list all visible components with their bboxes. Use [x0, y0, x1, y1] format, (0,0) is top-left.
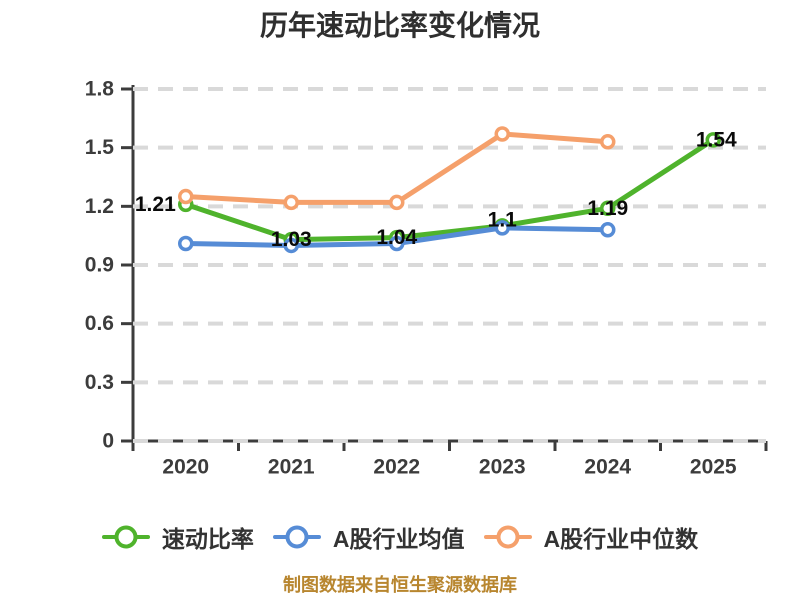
legend-item-industry-average[interactable]: A股行业均值	[272, 520, 465, 554]
data-point-label: 1.19	[587, 197, 628, 220]
legend-item-industry-median[interactable]: A股行业中位数	[483, 520, 699, 554]
legend-label-industry-average: A股行业均值	[332, 526, 465, 552]
data-point-industry-median	[494, 126, 510, 142]
legend-label-quick-ratio: 速动比率	[161, 526, 254, 552]
data-point-industry-median	[389, 194, 405, 211]
x-tick-label: 2021	[268, 456, 315, 479]
x-tick-label: 2024	[584, 456, 631, 479]
y-tick-label: 0.3	[85, 371, 114, 394]
data-point-industry-average	[283, 237, 299, 254]
legend-item-quick-ratio[interactable]: 速动比率	[101, 520, 254, 554]
y-tick-label: 0	[102, 430, 114, 453]
data-point-industry-median	[600, 134, 616, 150]
legend-marker-quick-ratio-icon	[101, 525, 150, 549]
y-tick-label: 1.5	[85, 136, 115, 159]
data-point-quick-ratio	[705, 132, 721, 148]
x-tick-label: 2023	[479, 456, 526, 479]
chart-legend: 速动比率 A股行业均值 A股行业中位数	[0, 515, 800, 559]
legend-label-industry-median: A股行业中位数	[543, 526, 699, 552]
legend-marker-industry-average-icon	[272, 525, 321, 549]
data-point-industry-average	[389, 235, 405, 252]
y-tick-label: 0.6	[85, 312, 114, 335]
series-line-industry-median	[183, 131, 611, 205]
data-point-industry-average	[494, 220, 510, 236]
y-tick-label: 1.8	[85, 78, 115, 101]
data-point-quick-ratio	[600, 200, 616, 217]
y-tick-label: 0.9	[85, 254, 114, 277]
x-tick-label: 2020	[162, 456, 209, 479]
data-point-industry-median	[178, 188, 194, 205]
data-point-label: 1.1	[488, 208, 518, 231]
data-point-label: 1.04	[376, 226, 417, 249]
y-tick-label: 1.2	[85, 195, 114, 218]
data-point-label: 1.54	[696, 128, 737, 151]
data-point-industry-median	[283, 194, 299, 211]
series-line-quick-ratio	[183, 137, 716, 243]
data-point-industry-average	[600, 222, 616, 238]
data-point-label: 1.03	[271, 228, 312, 251]
data-point-label: 1.21	[135, 193, 176, 216]
data-point-industry-average	[178, 235, 194, 252]
data-source-note: 制图数据来自恒生聚源数据库	[283, 575, 517, 595]
x-tick-label: 2022	[373, 456, 420, 479]
x-tick-label: 2025	[690, 456, 737, 479]
legend-marker-industry-median-icon	[483, 525, 532, 549]
chart-title: 历年速动比率变化情况	[259, 10, 540, 41]
